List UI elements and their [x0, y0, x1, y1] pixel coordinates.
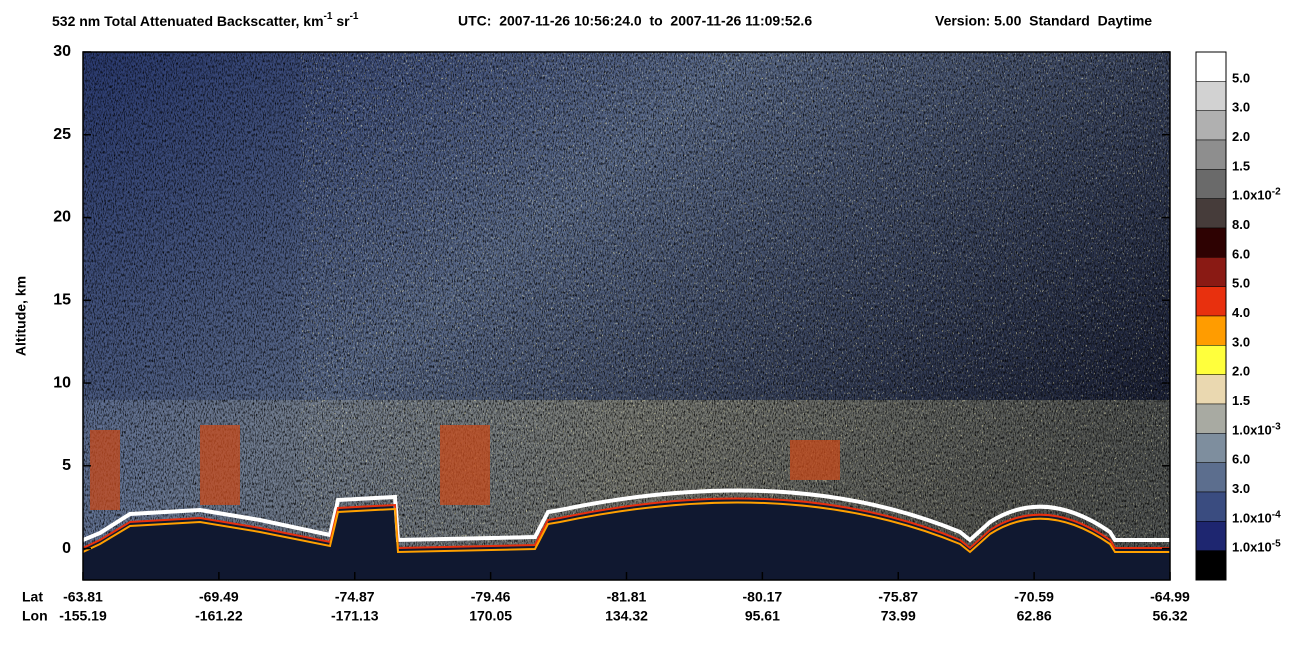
colorbar-label-base: 2.0 — [1232, 129, 1250, 144]
colorbar-swatch — [1195, 227, 1227, 258]
colorbar-label: 6.0 — [1232, 452, 1250, 467]
colorbar-swatch — [1195, 51, 1227, 82]
title-superscript: -1 — [324, 11, 333, 22]
colorbar-label-base: 3.0 — [1232, 335, 1250, 350]
colorbar-label: 5.0 — [1232, 71, 1250, 86]
colorbar-label: 6.0 — [1232, 247, 1250, 262]
lon-label: 134.32 — [605, 608, 648, 624]
lon-label: -161.22 — [195, 608, 243, 624]
y-tick-label: 0 — [62, 540, 71, 557]
row-label: Lat — [22, 589, 43, 605]
y-tick-label: 20 — [53, 209, 71, 226]
lon-label: 95.61 — [745, 608, 780, 624]
colorbar-swatch — [1195, 521, 1227, 551]
lon-label: 62.86 — [1017, 608, 1052, 624]
colorbar-label: 1.0x10-2 — [1232, 186, 1281, 203]
colorbar-label: 2.0 — [1232, 129, 1250, 144]
y-tick-label: 5 — [62, 457, 71, 474]
colorbar-label: 4.0 — [1232, 305, 1250, 320]
colorbar-label-base: 1.0x10 — [1232, 511, 1272, 526]
lat-label: -64.99 — [1150, 589, 1190, 605]
lat-label: -63.81 — [63, 589, 103, 605]
colorbar-swatch — [1195, 286, 1227, 317]
colorbar-label-base: 2.0 — [1232, 364, 1250, 379]
row-label: Lon — [22, 608, 48, 624]
colorbar-label-exp: -2 — [1272, 186, 1281, 197]
chart-title: 532 nm Total Attenuated Backscatter, km-… — [52, 11, 359, 29]
colorbar-label-exp: -4 — [1272, 509, 1281, 520]
colorbar-label-base: 1.5 — [1232, 393, 1250, 408]
y-tick-label: 15 — [53, 291, 71, 308]
y-tick-label: 30 — [53, 43, 71, 60]
colorbar-swatch — [1195, 550, 1227, 581]
colorbar-swatch — [1195, 139, 1227, 170]
backscatter-image — [83, 52, 1170, 580]
colorbar-swatch — [1195, 315, 1227, 346]
colorbar-swatch — [1195, 374, 1227, 405]
lon-label: -171.13 — [331, 608, 379, 624]
colorbar-label-base: 1.0x10 — [1232, 540, 1272, 555]
colorbar-label: 1.0x10-3 — [1232, 421, 1281, 438]
colorbar-label-base: 1.0x10 — [1232, 423, 1272, 438]
colorbar-label-base: 5.0 — [1232, 71, 1250, 86]
colorbar-label-base: 3.0 — [1232, 481, 1250, 496]
colorbar-label: 1.5 — [1232, 159, 1250, 174]
colorbar-frame — [1195, 51, 1227, 581]
colorbar-swatch — [1195, 403, 1227, 434]
lat-label: -80.17 — [743, 589, 783, 605]
colorbar-swatch — [1195, 198, 1227, 229]
colorbar-swatch — [1195, 433, 1227, 463]
colorbar-label: 3.0 — [1232, 481, 1250, 496]
colorbar-swatch — [1195, 169, 1227, 199]
colorbar-label-base: 6.0 — [1232, 452, 1250, 467]
lon-label: -155.19 — [59, 608, 107, 624]
y-axis-label: Altitude, km — [13, 276, 29, 356]
lat-label: -81.81 — [607, 589, 647, 605]
colorbar-label: 5.0 — [1232, 276, 1250, 291]
lon-label: 73.99 — [881, 608, 916, 624]
colorbar-label-base: 8.0 — [1232, 217, 1250, 232]
colorbar-label-exp: -5 — [1272, 538, 1281, 549]
title-superscript: -1 — [350, 11, 359, 22]
colorbar-label-base: 1.0x10 — [1232, 188, 1272, 203]
lat-label: -70.59 — [1014, 589, 1054, 605]
version: Version: 5.00 Standard Daytime — [935, 13, 1152, 29]
time-range: UTC: 2007-11-26 10:56:24.0 to 2007-11-26… — [458, 13, 812, 29]
colorbar-label-exp: -3 — [1272, 421, 1281, 432]
colorbar-swatch — [1195, 110, 1227, 141]
colorbar-label: 3.0 — [1232, 335, 1250, 350]
colorbar-label: 1.5 — [1232, 393, 1250, 408]
colorbar-label-base: 1.5 — [1232, 159, 1250, 174]
colorbar-label-base: 3.0 — [1232, 100, 1250, 115]
colorbar-label-base: 6.0 — [1232, 247, 1250, 262]
colorbar-swatch — [1195, 491, 1227, 522]
colorbar-label: 8.0 — [1232, 217, 1250, 232]
colorbar-swatch — [1195, 257, 1227, 287]
colorbar-swatch — [1195, 345, 1227, 375]
colorbar-label-base: 4.0 — [1232, 305, 1250, 320]
lon-label: 56.32 — [1152, 608, 1187, 624]
colorbar-label: 3.0 — [1232, 100, 1250, 115]
colorbar-swatch — [1195, 81, 1227, 111]
colorbar-label: 1.0x10-4 — [1232, 509, 1281, 526]
colorbar-label: 1.0x10-5 — [1232, 538, 1281, 555]
y-tick-label: 10 — [53, 374, 71, 391]
lon-label: 170.05 — [469, 608, 512, 624]
lat-label: -79.46 — [471, 589, 511, 605]
y-tick-label: 25 — [53, 126, 71, 143]
colorbar-label-base: 5.0 — [1232, 276, 1250, 291]
colorbar-label: 2.0 — [1232, 364, 1250, 379]
lat-label: -75.87 — [878, 589, 918, 605]
title-part: sr — [332, 13, 350, 29]
title-part: 532 nm Total Attenuated Backscatter, km — [52, 13, 324, 29]
colorbar-swatch — [1195, 462, 1227, 493]
lat-label: -74.87 — [335, 589, 375, 605]
lat-label: -69.49 — [199, 589, 239, 605]
